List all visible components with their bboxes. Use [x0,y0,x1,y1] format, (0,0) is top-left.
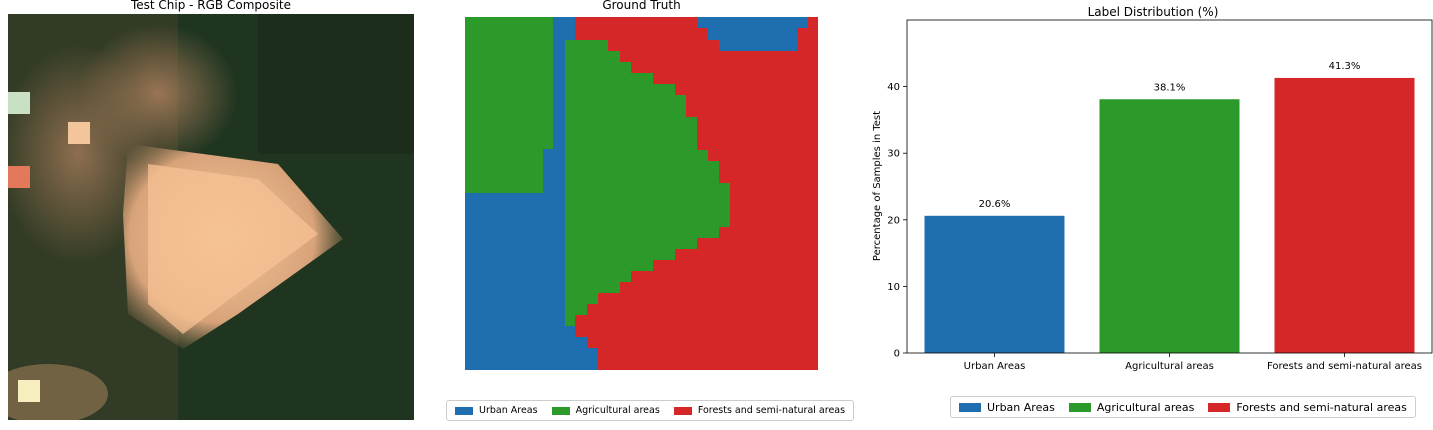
legend-item-agricultural: Agricultural areas [1068,400,1195,414]
legend-label: Forests and semi-natural areas [697,405,846,416]
y-axis-label: Percentage of Samples in Test [872,111,883,261]
ground-truth-legend: Urban Areas Agricultural areas Forests a… [446,400,855,421]
legend-swatch-agricultural [551,406,570,415]
bar-value-label: 20.6% [979,199,1011,210]
x-tick-label: Forests and semi-natural areas [1267,361,1422,372]
x-axis: Urban Areas Agricultural areas Forests and… [964,353,1422,372]
rgb-composite-image [8,14,414,420]
legend-swatch-forest [673,406,692,415]
y-tick-label: 40 [887,82,900,93]
rgb-panel-title: Test Chip - RGB Composite [130,0,292,12]
bar-value-label: 41.3% [1329,61,1361,72]
bar-1 [1099,99,1240,353]
ground-truth-map [465,17,818,370]
y-tick-label: 30 [887,149,900,160]
legend-item-urban: Urban Areas [455,405,538,416]
bar-value-label: 38.1% [1154,82,1186,93]
ground-truth-title: Ground Truth [602,0,681,12]
agricultural-region [465,17,553,193]
legend-label: Agricultural areas [1096,400,1195,414]
y-axis: 0 10 20 30 40 [887,82,907,360]
legend-label: Forests and semi-natural areas [1236,400,1407,414]
bar-0 [924,215,1065,353]
plot-frame [906,19,1433,354]
legend-item-agricultural: Agricultural areas [551,405,660,416]
legend-label: Urban Areas [479,405,538,416]
legend-item-forest: Forests and semi-natural areas [673,405,846,416]
bars-group: 20.6% 38.1% 41.3% [924,61,1415,353]
legend-swatch-forest [1208,402,1231,412]
urban-region-top-right [697,17,808,51]
x-tick-label: Urban Areas [964,361,1026,372]
chart-title: Label Distribution (%) [1088,5,1219,19]
chart-legend: Urban Areas Agricultural areas Forests a… [950,396,1416,418]
bar-2 [1274,77,1415,353]
y-tick-label: 20 [887,215,900,226]
legend-swatch-urban [455,406,473,415]
legend-item-forest: Forests and semi-natural areas [1208,401,1407,414]
urban-region [465,17,598,370]
legend-label: Agricultural areas [575,405,660,416]
agricultural-region-center [565,40,730,326]
y-tick-label: 10 [887,282,900,293]
label-distribution-chart: Label Distribution (%) Percentage of Sam… [872,5,1433,372]
legend-item-urban: Urban Areas [959,401,1055,414]
y-tick-label: 0 [894,349,900,360]
legend-swatch-agricultural [1068,402,1091,412]
legend-label: Urban Areas [987,400,1055,414]
x-tick-label: Agricultural areas [1125,361,1214,372]
legend-swatch-urban [959,402,981,412]
